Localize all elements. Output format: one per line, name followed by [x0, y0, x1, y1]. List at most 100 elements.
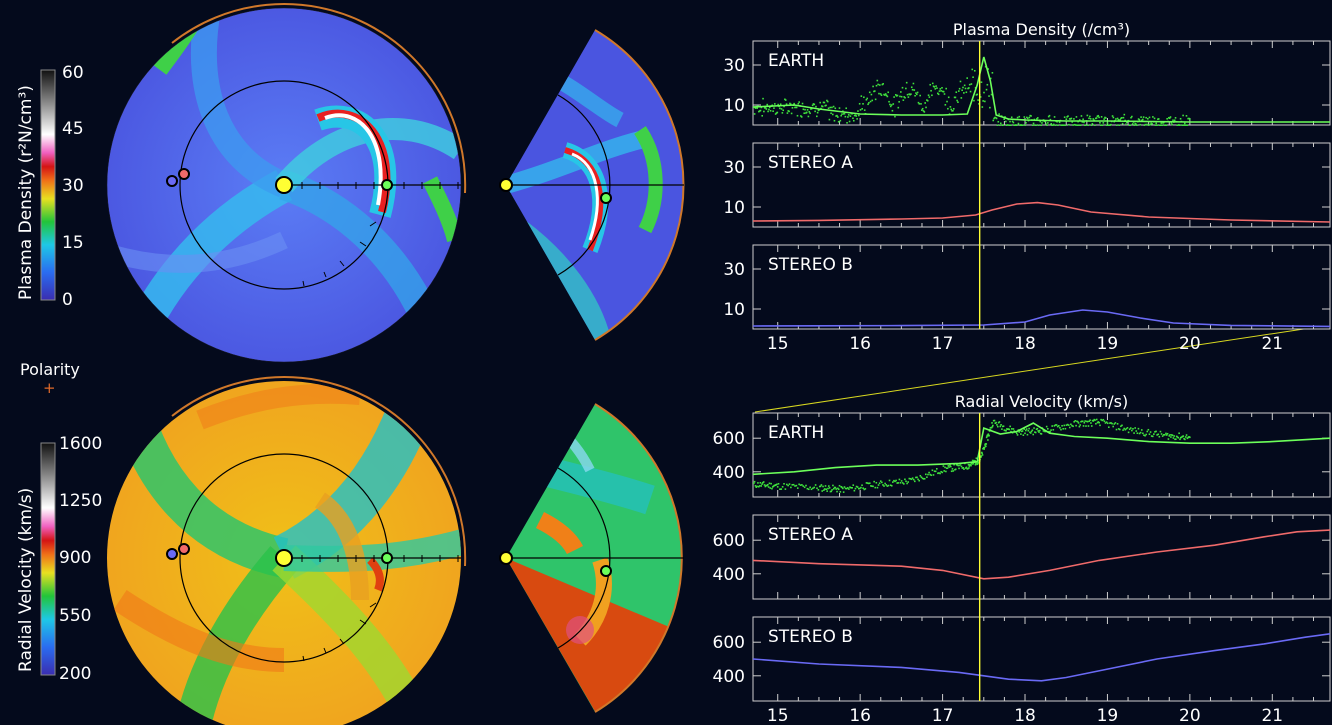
observed-point — [987, 433, 990, 435]
observed-point — [884, 94, 886, 96]
observed-point — [1176, 436, 1179, 438]
observed-point — [803, 486, 806, 489]
observed-point — [963, 92, 965, 94]
observed-point — [1081, 420, 1083, 423]
observed-point — [920, 103, 922, 105]
observed-point — [829, 490, 832, 493]
observed-point — [1050, 429, 1052, 431]
observed-point — [957, 464, 960, 467]
observed-point — [1116, 423, 1119, 425]
observed-point — [853, 114, 856, 117]
observed-point — [829, 106, 832, 109]
observed-point — [776, 486, 779, 488]
observed-point — [942, 465, 945, 467]
observed-point — [1039, 120, 1042, 123]
observed-point — [961, 89, 963, 92]
observed-point — [880, 94, 883, 97]
observed-point — [1046, 124, 1048, 126]
x-tick-label: 19 — [1097, 706, 1119, 725]
observed-point — [1147, 428, 1150, 431]
observed-point — [1103, 420, 1106, 423]
observed-point — [1026, 116, 1028, 119]
observed-point — [1012, 428, 1015, 430]
observed-point — [889, 105, 892, 108]
observed-point — [1064, 124, 1067, 126]
observed-point — [814, 110, 816, 113]
observed-point — [810, 107, 813, 110]
observed-point — [1185, 115, 1188, 117]
observed-point — [909, 93, 911, 96]
observed-point — [1029, 432, 1032, 434]
observed-point — [995, 421, 997, 424]
observed-point — [910, 86, 913, 89]
observed-point — [810, 108, 812, 110]
observed-point — [900, 95, 903, 98]
observed-point — [1189, 436, 1191, 439]
observed-point — [879, 480, 882, 482]
observed-point — [869, 100, 872, 103]
observed-point — [990, 426, 993, 429]
observed-point — [1028, 116, 1031, 119]
observed-point — [945, 470, 947, 473]
observed-point — [1129, 124, 1131, 126]
observed-point — [996, 424, 998, 426]
observed-point — [775, 112, 778, 114]
observed-point — [1129, 427, 1132, 429]
observed-point — [1184, 438, 1186, 441]
observed-point — [1042, 430, 1045, 432]
observed-point — [1019, 124, 1021, 126]
observed-point — [832, 484, 834, 487]
observed-point — [965, 91, 968, 94]
observed-point — [1149, 431, 1152, 433]
observed-point — [783, 483, 785, 485]
observed-point — [1116, 117, 1119, 120]
observed-point — [855, 485, 858, 488]
observed-point — [757, 482, 759, 484]
observed-point — [1003, 118, 1005, 120]
observed-point — [1047, 115, 1050, 118]
observed-point — [947, 96, 950, 99]
observed-point — [991, 425, 994, 428]
observed-point — [938, 90, 941, 92]
observed-point — [837, 116, 839, 118]
observed-point — [801, 102, 804, 105]
observed-point — [765, 484, 767, 487]
observed-point — [852, 484, 855, 486]
observed-point — [1178, 124, 1181, 126]
observed-point — [1078, 425, 1081, 428]
observed-point — [968, 83, 971, 86]
polarity-plus-icon: + — [43, 379, 56, 397]
observed-point — [831, 489, 833, 491]
x-tick-label: 20 — [1179, 334, 1201, 354]
observed-point — [914, 94, 916, 97]
observed-point — [1045, 425, 1048, 428]
observed-point — [1035, 428, 1038, 431]
observed-point — [976, 93, 979, 96]
observed-point — [1109, 124, 1111, 126]
observed-point — [1088, 420, 1091, 422]
observed-point — [1049, 118, 1052, 121]
observed-point — [1134, 122, 1137, 125]
observed-point — [952, 109, 954, 112]
observed-point — [1073, 420, 1075, 423]
observed-point — [1115, 428, 1118, 431]
observed-point — [1166, 432, 1169, 435]
observed-point — [973, 99, 975, 102]
observed-point — [813, 103, 816, 106]
observed-point — [1016, 116, 1019, 119]
observed-point — [849, 486, 851, 488]
observed-point — [925, 106, 927, 109]
polarity-label: Polarity — [20, 360, 80, 379]
panel-name: STEREO A — [768, 153, 853, 173]
observed-point — [915, 92, 917, 94]
observed-point — [1155, 122, 1158, 125]
observed-point — [1173, 435, 1175, 437]
observed-point — [1063, 424, 1066, 427]
observed-point — [1001, 425, 1004, 428]
observed-point — [1180, 436, 1183, 438]
observed-point — [766, 103, 769, 106]
observed-point — [837, 488, 840, 491]
observed-point — [821, 105, 823, 107]
sun-icon — [275, 176, 293, 194]
observed-point — [1090, 422, 1092, 424]
